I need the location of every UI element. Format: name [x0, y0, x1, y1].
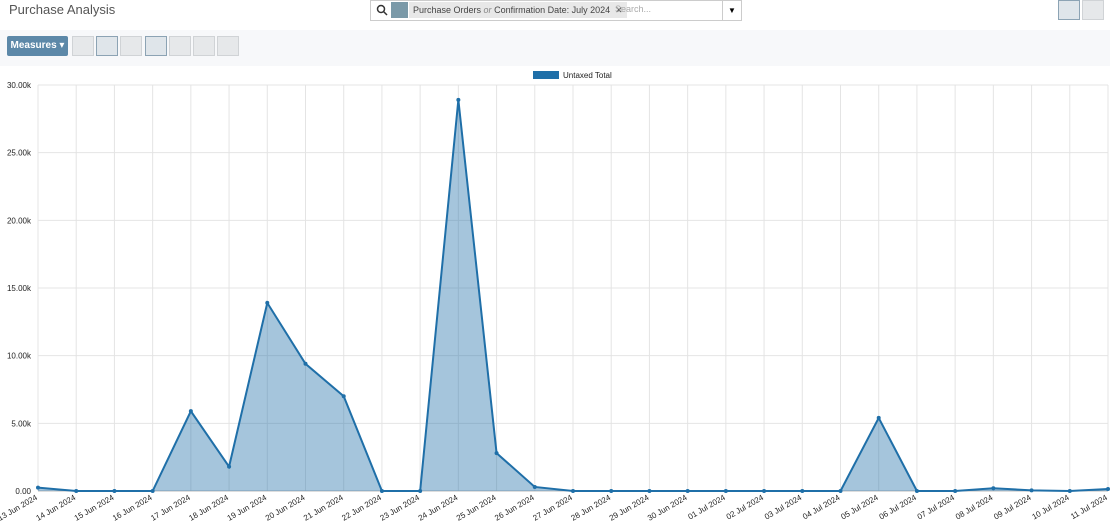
facet-field: Purchase Orders: [413, 5, 482, 15]
chart: 0.00 5.00k 10.00k 15.00k 20.00k 25.00k 30.00k 1…: [0, 71, 1110, 523]
search-facet[interactable]: Purchase Orders or Confirmation Date: Ju…: [409, 2, 627, 18]
x-tick-label: 05 Jul 2024: [839, 493, 880, 522]
point: [74, 489, 79, 493]
point: [150, 489, 155, 493]
point: [379, 489, 384, 493]
point: [800, 489, 805, 493]
x-tick-label: 24 Jun 2024: [417, 493, 460, 523]
x-tick-label: 10 Jul 2024: [1030, 493, 1071, 522]
search-dropdown[interactable]: ▼: [722, 1, 741, 20]
x-tick-label: 27 Jun 2024: [531, 493, 574, 523]
x-tick-label: 09 Jul 2024: [992, 493, 1033, 522]
toolbar: Measures ▾: [0, 30, 1110, 66]
point: [609, 489, 614, 493]
sort-asc-button[interactable]: [217, 36, 239, 56]
point: [647, 489, 652, 493]
point: [762, 489, 767, 493]
x-tick-label: 02 Jul 2024: [725, 493, 766, 522]
x-tick-label: 23 Jun 2024: [378, 493, 421, 523]
x-tick-label: 25 Jun 2024: [455, 493, 498, 523]
search-box[interactable]: Purchase Orders or Confirmation Date: Ju…: [370, 0, 742, 21]
x-tick-label: 29 Jun 2024: [608, 493, 651, 523]
search-placeholder: Search...: [615, 4, 652, 14]
graph-view-button[interactable]: [1058, 0, 1080, 20]
point: [227, 464, 232, 469]
point: [112, 489, 117, 493]
search-icon: [376, 4, 388, 16]
point: [532, 484, 537, 489]
x-tick-label: 06 Jul 2024: [878, 493, 919, 522]
x-tick-label: 15 Jun 2024: [73, 493, 116, 523]
y-tick-label: 0.00: [15, 487, 31, 496]
cumulative-button[interactable]: [169, 36, 191, 56]
page-title: Purchase Analysis: [9, 2, 116, 17]
point: [456, 97, 461, 102]
facet-or: or: [483, 5, 492, 15]
x-tick-label: 21 Jun 2024: [302, 493, 345, 523]
measures-label: Measures: [10, 40, 57, 51]
stacked-button[interactable]: [145, 36, 167, 56]
x-tick-label: 19 Jun 2024: [226, 493, 269, 523]
point: [991, 486, 996, 491]
y-tick-label: 15.00k: [7, 284, 32, 293]
point: [303, 361, 308, 366]
y-tick-label: 20.00k: [7, 216, 32, 225]
pivot-view-button[interactable]: [1082, 0, 1104, 20]
x-tick-label: 26 Jun 2024: [493, 493, 536, 523]
x-tick-label: 14 Jun 2024: [35, 493, 78, 523]
point: [723, 489, 728, 493]
legend-swatch: [533, 71, 559, 79]
line-chart-button[interactable]: [96, 36, 118, 56]
point: [876, 415, 881, 420]
area: [38, 99, 1108, 492]
point: [1029, 488, 1034, 493]
point: [685, 489, 690, 493]
point: [341, 394, 346, 399]
x-tick-label: 07 Jul 2024: [916, 493, 957, 522]
point: [418, 489, 423, 493]
x-tick-label: 01 Jul 2024: [687, 493, 728, 522]
y-tick-label: 10.00k: [7, 352, 32, 361]
x-tick-label: 30 Jun 2024: [646, 493, 689, 523]
x-tick-label: 04 Jul 2024: [801, 493, 842, 522]
point: [953, 489, 958, 493]
x-tick-label: 17 Jun 2024: [149, 493, 192, 523]
x-tick-label: 08 Jul 2024: [954, 493, 995, 522]
point: [265, 300, 270, 305]
y-tick-label: 25.00k: [7, 149, 32, 158]
y-tick-label: 30.00k: [7, 81, 32, 90]
pie-chart-button[interactable]: [120, 36, 142, 56]
top-bar: Purchase Analysis Purchase Orders or Con…: [0, 0, 1110, 30]
bar-chart-button[interactable]: [72, 36, 94, 56]
point: [838, 489, 843, 493]
filter-icon: [391, 2, 408, 18]
point: [1106, 486, 1110, 491]
y-tick-label: 5.00k: [11, 419, 32, 428]
point: [36, 485, 40, 490]
point: [494, 451, 499, 456]
x-tick-label: 03 Jul 2024: [763, 493, 804, 522]
x-tick-label: 20 Jun 2024: [264, 493, 307, 523]
point: [1067, 489, 1072, 493]
x-tick-label: 16 Jun 2024: [111, 493, 154, 523]
x-tick-label: 11 Jul 2024: [1069, 493, 1109, 521]
x-tick-label: 28 Jun 2024: [570, 493, 613, 523]
x-tick-label: 18 Jun 2024: [187, 493, 230, 523]
sort-desc-button[interactable]: [193, 36, 215, 56]
measures-button[interactable]: Measures ▾: [7, 36, 68, 56]
x-tick-label: 22 Jun 2024: [340, 493, 383, 523]
point: [571, 489, 575, 493]
x-tick-label: 13 Jun 2024: [0, 493, 39, 523]
point: [188, 409, 193, 414]
facet-value: Confirmation Date: July 2024: [494, 5, 611, 15]
legend-label: Untaxed Total: [563, 71, 612, 80]
point: [914, 489, 919, 493]
